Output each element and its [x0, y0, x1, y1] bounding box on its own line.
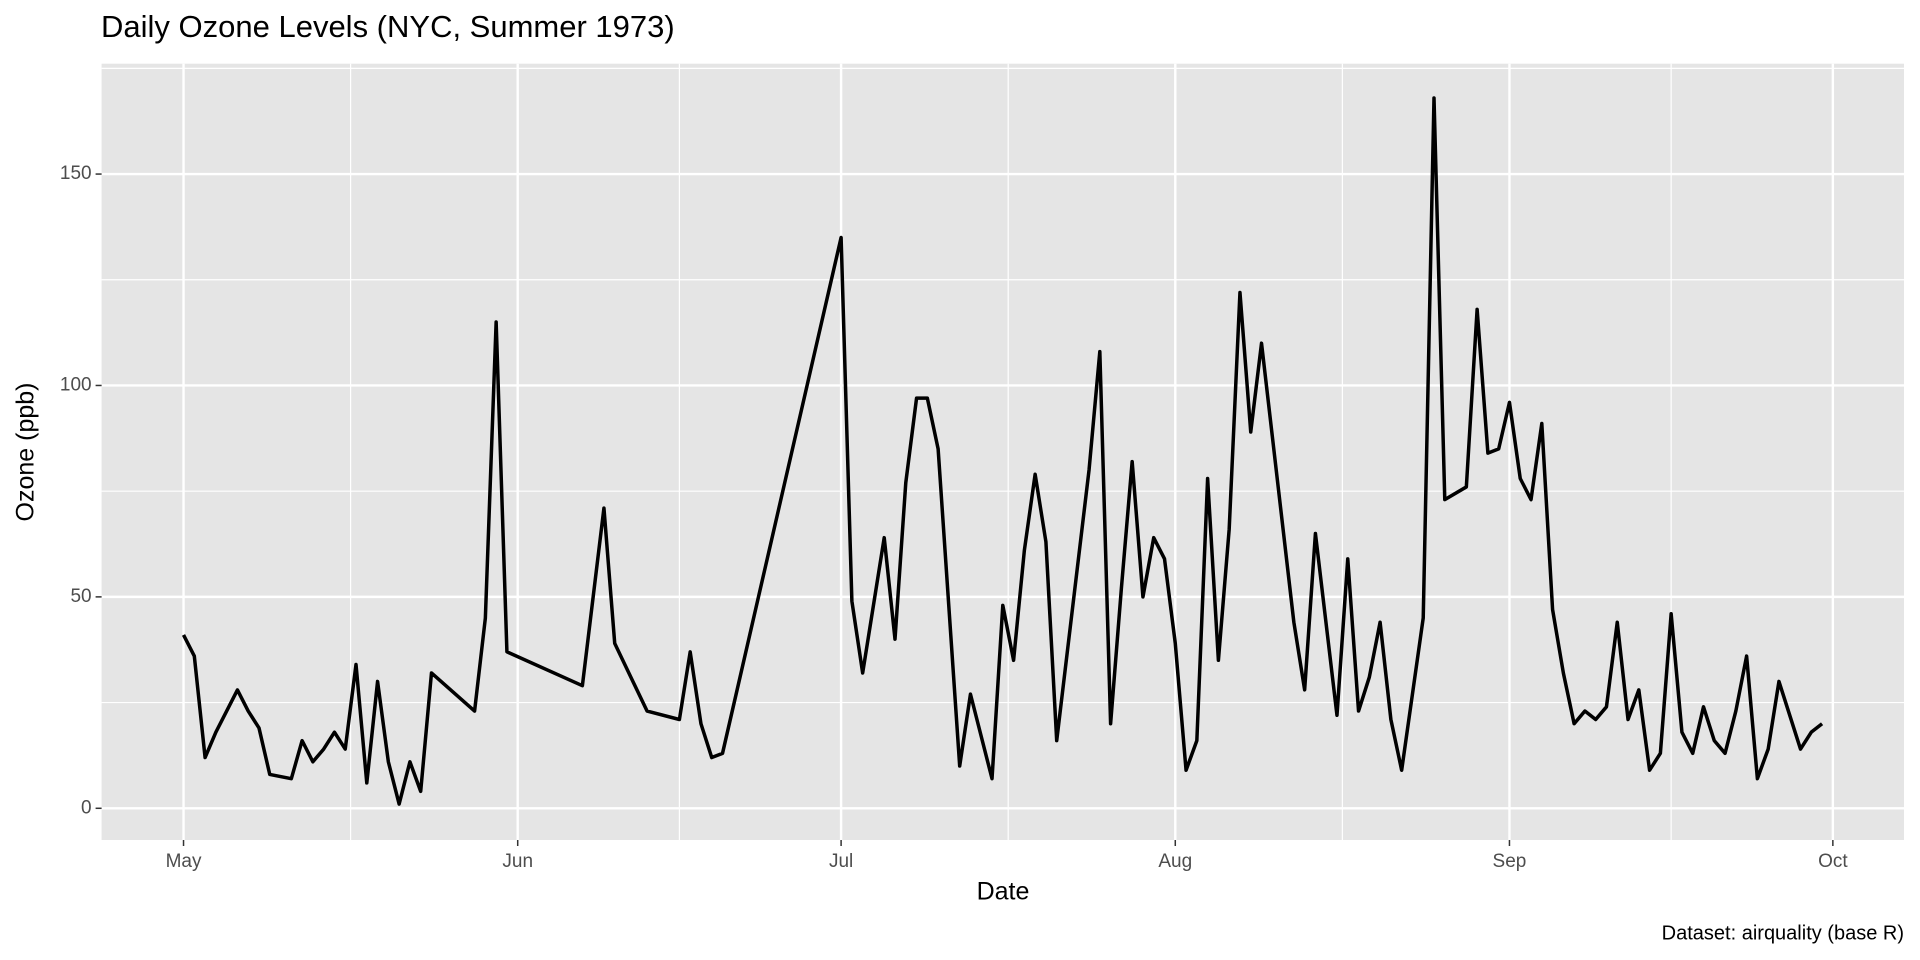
data-line — [181, 96, 1824, 806]
x-tick-label: Jun — [502, 851, 533, 872]
x-tick-label: Oct — [1818, 851, 1848, 872]
x-tick-label: May — [166, 851, 202, 872]
x-tick-label: Jul — [829, 851, 853, 872]
caption: Dataset: airquality (base R) — [1662, 922, 1904, 944]
x-tick-label: Aug — [1158, 851, 1192, 872]
y-tick-label: 150 — [60, 163, 92, 184]
y-tick-label: 0 — [81, 797, 92, 818]
y-tick-label: 50 — [70, 586, 91, 607]
x-tick-label: Sep — [1493, 851, 1527, 872]
chart-title: Daily Ozone Levels (NYC, Summer 1973) — [101, 9, 675, 44]
x-axis-title: Date — [977, 878, 1030, 906]
y-tick-label: 100 — [60, 374, 92, 395]
y-axis-title: Ozone (ppb) — [12, 383, 40, 522]
